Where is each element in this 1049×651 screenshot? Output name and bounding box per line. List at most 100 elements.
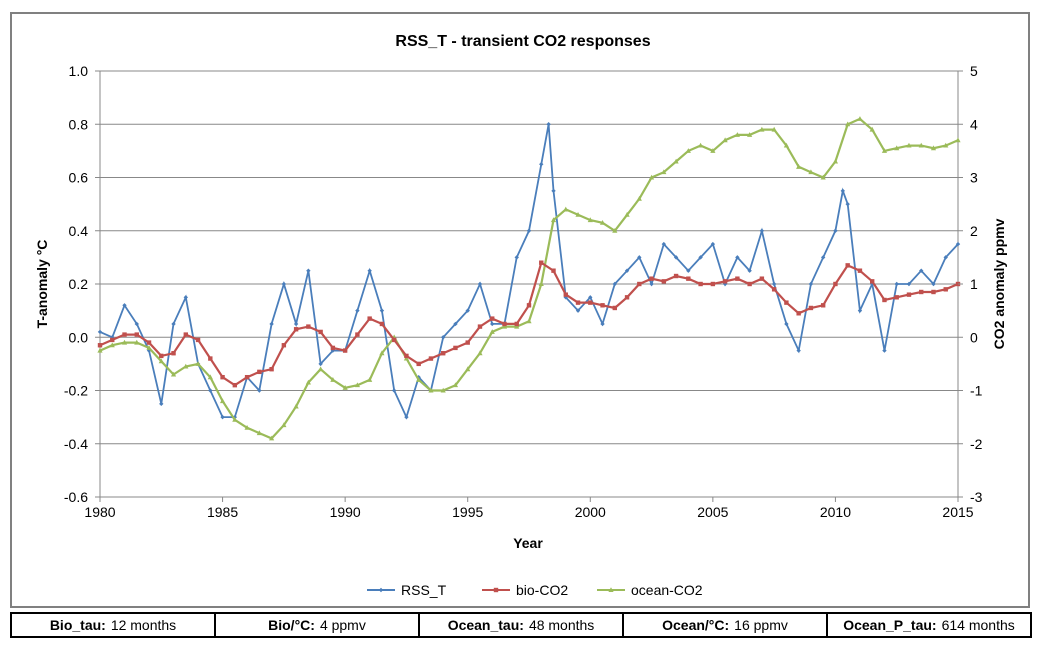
data-point (600, 303, 605, 308)
data-point (195, 361, 201, 366)
data-point (207, 374, 213, 380)
data-point (318, 361, 323, 367)
data-point (281, 281, 287, 287)
data-point (661, 169, 667, 175)
data-point (146, 345, 152, 350)
data-point (710, 241, 716, 247)
data-point (404, 414, 409, 420)
data-point (943, 255, 948, 260)
legend-marker (378, 587, 384, 593)
data-point (514, 323, 520, 329)
data-point (550, 217, 557, 223)
data-point (783, 142, 789, 148)
y-axis-label: T-anomaly °C (34, 240, 50, 329)
data-point (599, 219, 606, 225)
data-point (808, 281, 814, 287)
param-cell: Bio/°C: 4 ppmv (216, 614, 420, 636)
data-point (97, 343, 103, 348)
x-tick-label: 1985 (207, 504, 238, 520)
data-point (906, 292, 912, 297)
data-point (318, 366, 324, 372)
y2-tick-label: 1 (970, 276, 978, 292)
data-point (546, 122, 551, 127)
gridlines (100, 70, 958, 498)
data-point (490, 316, 495, 321)
data-point (551, 268, 556, 273)
data-point (588, 300, 593, 305)
data-point (637, 281, 642, 287)
data-point (269, 435, 275, 441)
data-point (257, 388, 262, 393)
data-point (355, 332, 360, 337)
data-point (134, 332, 139, 337)
data-point (673, 273, 679, 279)
y-tick-label: -0.2 (64, 383, 88, 399)
data-point (256, 430, 262, 436)
data-point (293, 321, 299, 327)
data-point (784, 321, 789, 327)
x-tick-label: 2015 (942, 504, 973, 520)
data-point (281, 343, 287, 348)
data-point (661, 279, 667, 284)
data-point (158, 358, 164, 364)
data-point (869, 126, 875, 132)
data-point (159, 353, 164, 359)
data-point (110, 337, 115, 343)
data-point (832, 158, 839, 164)
data-point (146, 340, 152, 345)
param-cell: Ocean_tau: 48 months (420, 614, 624, 636)
data-point (870, 281, 875, 287)
y2-tick-label: 4 (970, 116, 978, 132)
data-point (796, 348, 801, 353)
data-point (293, 403, 299, 409)
data-point (686, 276, 691, 281)
data-point (305, 379, 311, 385)
data-point (833, 281, 838, 287)
data-point (97, 329, 103, 335)
data-point (857, 116, 863, 121)
y2-tick-label: 5 (970, 63, 978, 79)
data-point (489, 329, 495, 334)
series-ocean-CO2 (97, 116, 961, 441)
data-point (490, 321, 495, 327)
data-point (121, 339, 128, 345)
data-point (686, 268, 691, 273)
data-point (955, 137, 961, 143)
legend-label: bio-CO2 (516, 582, 568, 598)
data-point (539, 161, 544, 167)
y-tick-label: 0.4 (69, 223, 89, 239)
data-point (685, 148, 691, 153)
data-point (269, 367, 274, 372)
data-point (514, 321, 519, 327)
data-point (673, 158, 679, 164)
data-point (759, 276, 765, 281)
data-point (734, 132, 740, 137)
data-point (452, 382, 459, 388)
legend-marker (493, 587, 499, 593)
data-point (698, 281, 703, 287)
param-value: 614 months (941, 617, 1015, 633)
data-point (735, 276, 740, 281)
x-tick-label: 1995 (452, 504, 483, 520)
legend-item: RSS_T (367, 582, 447, 598)
data-point (477, 350, 483, 356)
data-point (391, 337, 397, 343)
data-point (428, 387, 434, 393)
data-point (661, 241, 667, 247)
data-point (857, 268, 863, 273)
data-point (894, 145, 900, 151)
data-point (501, 323, 508, 329)
tick-labels: 1980 1985 1990 1995 2000 2005 2010 20151.00.80.… (64, 63, 983, 520)
data-point (539, 260, 544, 265)
data-point (820, 303, 826, 308)
data-point (563, 206, 569, 212)
series-layer (97, 116, 961, 441)
data-point (293, 327, 299, 332)
data-point (171, 351, 176, 356)
data-point (796, 311, 801, 316)
data-point (330, 377, 336, 382)
data-point (759, 126, 765, 132)
data-point (747, 281, 752, 287)
data-point (318, 329, 323, 335)
data-point (257, 369, 262, 375)
